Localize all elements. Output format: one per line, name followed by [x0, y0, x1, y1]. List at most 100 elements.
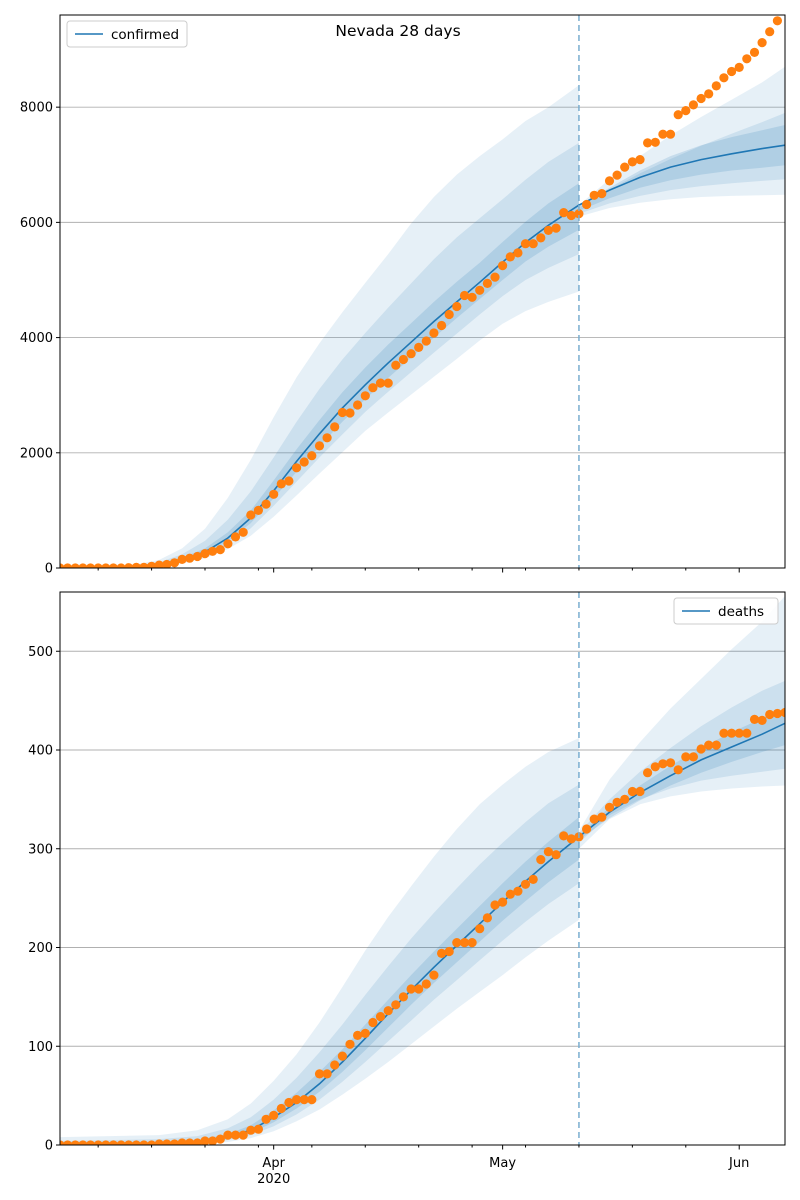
observed-point [101, 1140, 111, 1145]
observed-point [719, 728, 729, 738]
uncertainty-band-outer-fit [60, 85, 579, 568]
observed-point [475, 285, 485, 295]
observed-point [612, 170, 622, 180]
observed-point [131, 562, 141, 568]
uncertainty-band-outer-forecast [578, 66, 785, 217]
observed-point [345, 408, 355, 418]
observed-point [269, 489, 279, 499]
observed-point [139, 562, 149, 568]
observed-point [498, 897, 508, 907]
observed-point [582, 824, 592, 834]
observed-point [780, 707, 785, 718]
observed-point [261, 1114, 271, 1124]
observed-point [734, 62, 744, 72]
y-tick-label: 0 [45, 562, 53, 577]
observed-point [398, 992, 408, 1002]
y-tick-label: 300 [28, 842, 53, 857]
y-tick-label: 2000 [20, 446, 53, 461]
uncertainty-band-outer-fit [60, 738, 579, 1145]
observed-point [185, 1138, 195, 1145]
observed-point [177, 554, 187, 565]
observed-point [421, 979, 431, 989]
observed-point [742, 728, 752, 738]
observed-point [322, 433, 332, 443]
observed-point [93, 563, 103, 568]
observed-point [406, 349, 416, 359]
observed-point [398, 354, 408, 365]
x-tick-label: May [489, 1156, 516, 1171]
observed-point [200, 549, 210, 559]
observed-point [437, 320, 447, 331]
observed-point [314, 441, 325, 451]
observed-point [414, 342, 424, 352]
observed-point [337, 407, 347, 418]
legend: confirmed [66, 20, 188, 48]
observed-point [528, 239, 538, 249]
observed-point [772, 708, 783, 719]
observed-point [353, 1030, 363, 1040]
observed-point [391, 1000, 401, 1010]
observed-point [719, 73, 729, 83]
observed-point [307, 451, 317, 461]
observed-point [665, 129, 676, 139]
observed-point [612, 797, 622, 807]
uncertainty-band-inner-fit [60, 183, 579, 568]
observed-point [368, 1017, 378, 1028]
observed-point [452, 301, 462, 312]
plot-area [60, 16, 785, 568]
uncertainty-band-inner-forecast [578, 708, 785, 840]
observed-point [292, 463, 302, 473]
observed-point [292, 1095, 302, 1105]
y-tick-label: 400 [28, 744, 53, 759]
observed-point [299, 1095, 309, 1105]
observed-point [467, 292, 477, 302]
x-tick-label: Jun [728, 1156, 749, 1171]
observed-point [490, 900, 500, 910]
observed-point [604, 802, 615, 812]
observed-point [78, 563, 88, 568]
observed-point [643, 768, 653, 778]
observed-point [688, 752, 699, 762]
observed-point [429, 328, 439, 338]
observed-point [246, 510, 256, 520]
observed-point [520, 879, 531, 889]
observed-point [513, 248, 523, 258]
observed-point [360, 391, 370, 401]
axes-frame [59, 14, 786, 569]
observed-point [658, 759, 668, 769]
observed-point [269, 1110, 279, 1120]
observed-point [230, 532, 241, 542]
observed-point [185, 553, 195, 563]
observed-point [284, 476, 294, 486]
observed-point [742, 54, 752, 64]
observed-point [696, 744, 706, 754]
observed-point [459, 290, 470, 301]
observed-point [589, 814, 599, 824]
observed-point [208, 1136, 218, 1145]
observed-point [681, 752, 691, 762]
observed-point [154, 1139, 164, 1145]
observed-point [383, 378, 393, 388]
observed-point [635, 786, 645, 797]
observed-point [757, 38, 767, 48]
x-tick-label: Apr [262, 1156, 285, 1171]
observed-point [620, 162, 630, 172]
observed-point [192, 1138, 202, 1145]
y-tick-label: 100 [28, 1040, 53, 1055]
observed-point [85, 563, 96, 568]
observed-point [322, 1069, 332, 1079]
y-tick-label: 8000 [20, 101, 53, 116]
chart-title: Nevada 28 days [335, 22, 460, 40]
observed-point [490, 272, 500, 282]
observed-point [169, 1139, 180, 1145]
observed-point [597, 812, 607, 822]
observed-point [116, 563, 126, 568]
observed-point [627, 786, 638, 797]
observed-point [162, 1139, 172, 1145]
uncertainty-band-middle-forecast [578, 112, 785, 214]
observed-point [574, 209, 584, 219]
observed-point [528, 874, 538, 885]
observed-point [650, 762, 660, 772]
